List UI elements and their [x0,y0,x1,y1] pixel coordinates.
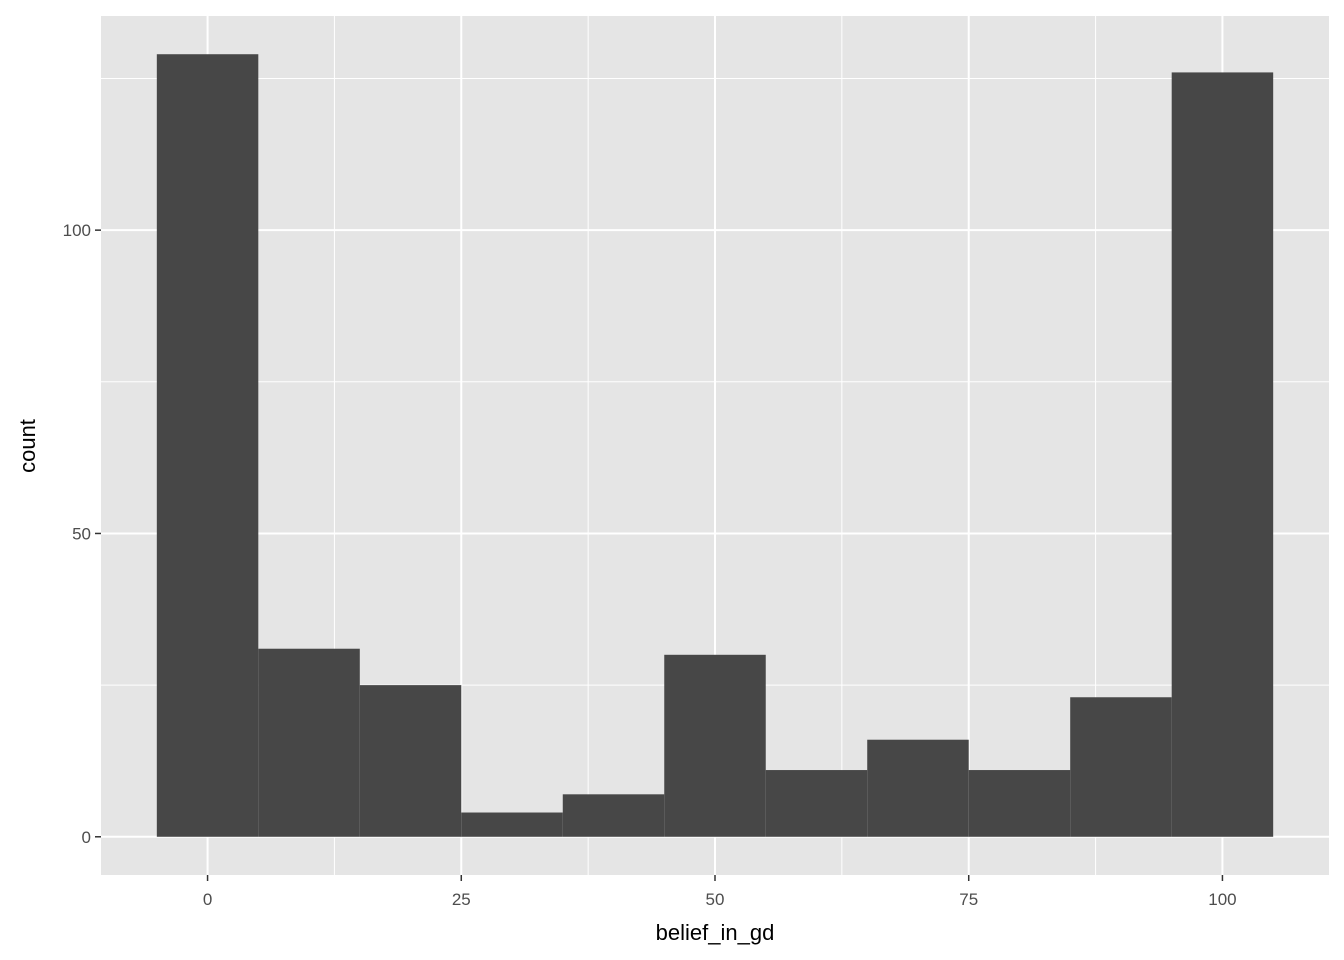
x-tick-label: 50 [706,890,725,909]
x-tick-label: 100 [1208,890,1236,909]
histogram-bar [258,648,360,837]
histogram-bar [156,54,259,837]
y-tick-label: 50 [72,524,91,543]
x-tick-label: 75 [959,890,978,909]
y-tick-label: 100 [63,221,91,240]
x-tick-label: 0 [203,890,212,909]
histogram-bar [664,654,766,837]
histogram-bar [359,685,462,837]
axes: 0 25 50 75 100 0 50 100 [63,221,1237,909]
bars [156,54,1274,837]
histogram-bar [1171,72,1274,837]
histogram-bar [867,739,969,837]
y-tick-label: 0 [82,828,91,847]
histogram-bar [968,770,1071,837]
histogram-bar [765,770,868,837]
y-axis-title: count [15,419,40,473]
x-axis-title: belief_in_gd [656,920,775,945]
x-tick-label: 25 [452,890,471,909]
histogram-bar [562,794,665,837]
histogram-bar [1070,697,1172,837]
histogram-bar [461,812,563,837]
